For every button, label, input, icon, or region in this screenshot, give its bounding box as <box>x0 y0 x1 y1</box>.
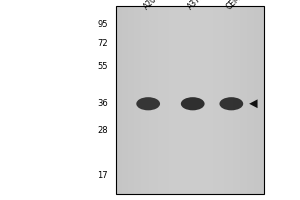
Ellipse shape <box>220 97 243 110</box>
Text: 72: 72 <box>98 39 108 48</box>
Ellipse shape <box>181 97 205 110</box>
Text: 55: 55 <box>98 62 108 71</box>
Text: 28: 28 <box>98 126 108 135</box>
Text: CEM: CEM <box>225 0 243 12</box>
Bar <box>116 6 264 194</box>
Text: 95: 95 <box>98 20 108 29</box>
Text: 36: 36 <box>97 99 108 108</box>
Text: 17: 17 <box>98 171 108 180</box>
Ellipse shape <box>136 97 160 110</box>
Polygon shape <box>249 99 257 108</box>
Text: A2058: A2058 <box>142 0 166 12</box>
Text: A375: A375 <box>186 0 207 12</box>
